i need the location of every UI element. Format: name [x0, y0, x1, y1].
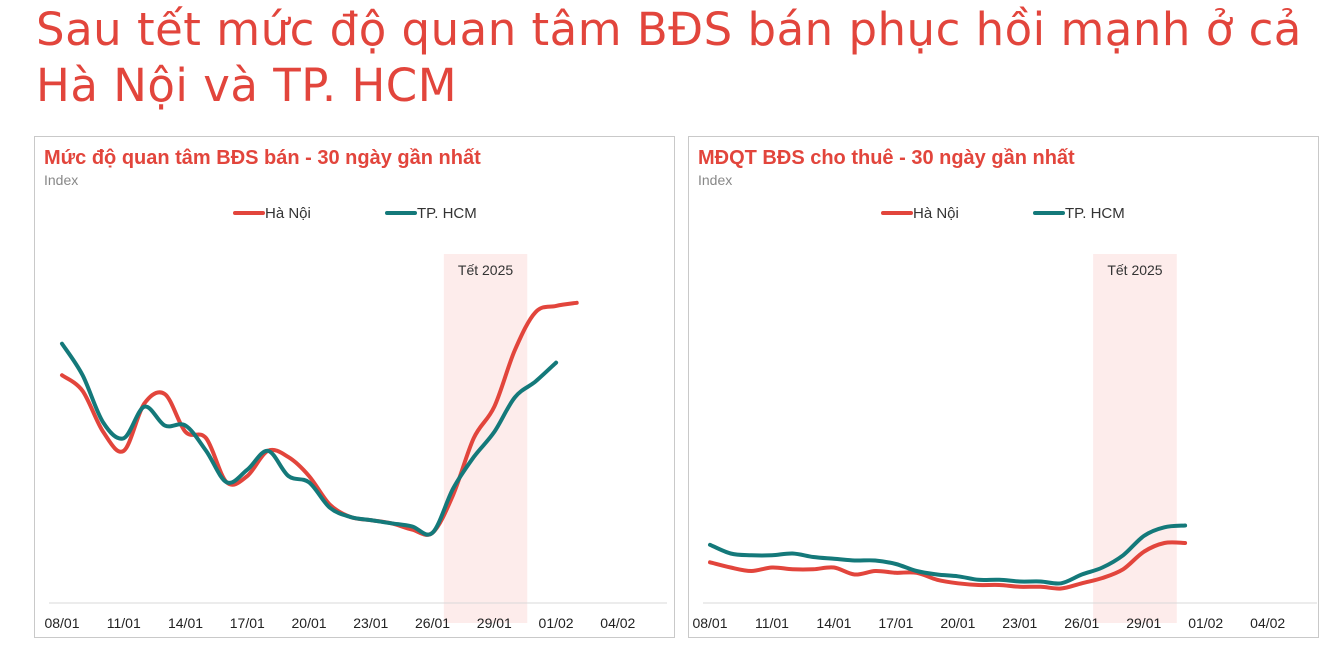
x-tick-label: 14/01: [168, 615, 203, 631]
legend-label: Hà Nội: [913, 205, 959, 222]
x-tick-label: 20/01: [940, 615, 975, 631]
x-tick-label: 01/02: [1188, 615, 1223, 631]
tet-band-label: Tết 2025: [1107, 262, 1162, 278]
headline: Sau tết mức độ quan tâm BĐS bán phục hồi…: [36, 3, 1302, 112]
x-tick-label: 11/01: [107, 615, 141, 631]
y-axis-label: Index: [698, 172, 733, 188]
tet-band: [443, 254, 528, 623]
x-tick-label: 11/01: [755, 615, 789, 631]
x-tick-label: 08/01: [44, 615, 79, 631]
legend-label: TP. HCM: [1065, 205, 1125, 222]
chart-title: MĐQT BĐS cho thuê - 30 ngày gần nhất: [698, 147, 1075, 169]
y-axis-label: Index: [44, 172, 79, 188]
x-tick-label: 08/01: [692, 615, 727, 631]
series-line-ha-noi: [708, 540, 1188, 591]
chart-title: Mức độ quan tâm BĐS bán - 30 ngày gần nh…: [44, 147, 481, 169]
x-tick-label: 26/01: [415, 615, 450, 631]
chart-panel-sale-interest: Mức độ quan tâm BĐS bán - 30 ngày gần nh…: [34, 136, 675, 638]
legend-label: Hà Nội: [265, 205, 311, 222]
series-line-hcm: [60, 341, 559, 537]
x-tick-label: 29/01: [1126, 615, 1161, 631]
series-line-ha-noi: [60, 300, 579, 537]
x-tick-label: 23/01: [353, 615, 388, 631]
x-tick-label: 20/01: [292, 615, 327, 631]
line-chart-sale: Tết 2025 08/01 11/01 14/01 17/01 20/01 23/01 26…: [44, 205, 667, 631]
tet-band-label: Tết 2025: [458, 262, 513, 278]
x-tick-label: 26/01: [1064, 615, 1099, 631]
x-tick-label: 17/01: [230, 615, 265, 631]
x-tick-label: 04/02: [1250, 615, 1285, 631]
x-tick-label: 23/01: [1002, 615, 1037, 631]
x-tick-label: 14/01: [816, 615, 851, 631]
x-tick-label: 01/02: [539, 615, 574, 631]
x-tick-label: 29/01: [477, 615, 512, 631]
chart-panel-rent-interest: MĐQT BĐS cho thuê - 30 ngày gần nhất Ind…: [688, 136, 1319, 638]
line-chart-rent: Tết 2025 08/01 11/01 14/01 17/01 20/01 23/01 26…: [692, 205, 1317, 631]
legend-label: TP. HCM: [417, 205, 477, 222]
series-line-hcm: [708, 523, 1188, 586]
x-tick-label: 17/01: [878, 615, 913, 631]
x-tick-label: 04/02: [600, 615, 635, 631]
